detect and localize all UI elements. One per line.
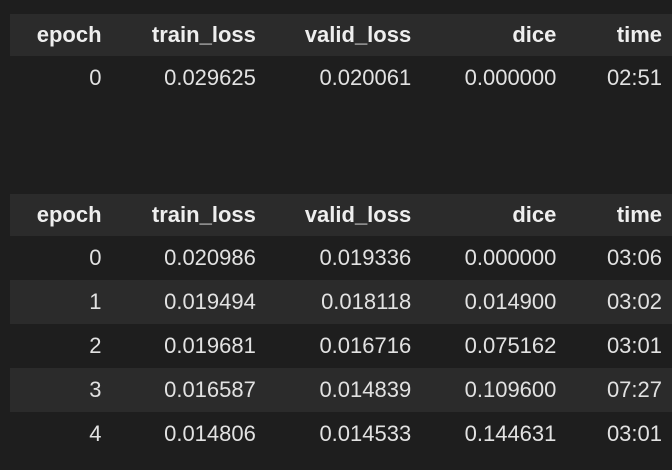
results-table: epoch train_loss valid_loss dice time 0 …: [10, 194, 672, 456]
cell-dice: 0.144631: [464, 421, 557, 446]
cell-train-loss: 0.014806: [164, 421, 256, 446]
training-results-table-1: epoch train_loss valid_loss dice time 0 …: [10, 14, 672, 100]
table-header-row: epoch train_loss valid_loss dice time: [10, 194, 672, 236]
cell-time: 03:01: [606, 421, 662, 446]
column-header-dice: dice: [512, 202, 557, 227]
cell-valid-loss: 0.014839: [319, 377, 412, 402]
table-row: 2 0.019681 0.016716 0.075162 03:01: [10, 324, 672, 368]
cell-epoch: 2: [89, 333, 102, 358]
cell-epoch: 4: [89, 421, 102, 446]
cell-time: 07:27: [606, 377, 662, 402]
cell-dice: 0.000000: [464, 65, 557, 90]
table-row: 3 0.016587 0.014839 0.109600 07:27: [10, 368, 672, 412]
cell-time: 03:01: [606, 333, 662, 358]
column-header-time: time: [616, 202, 662, 227]
cell-dice: 0.075162: [464, 333, 557, 358]
results-table: epoch train_loss valid_loss dice time 0 …: [10, 14, 672, 100]
cell-epoch: 0: [89, 65, 102, 90]
table-row: 0 0.029625 0.020061 0.000000 02:51: [10, 56, 672, 100]
table-header-row: epoch train_loss valid_loss dice time: [10, 14, 672, 56]
cell-dice: 0.014900: [464, 289, 557, 314]
cell-dice: 0.109600: [464, 377, 557, 402]
column-header-valid-loss: valid_loss: [304, 22, 412, 47]
column-header-train-loss: train_loss: [151, 202, 256, 227]
cell-valid-loss: 0.016716: [319, 333, 412, 358]
column-header-dice: dice: [512, 22, 557, 47]
table-row: 1 0.019494 0.018118 0.014900 03:02: [10, 280, 672, 324]
column-header-epoch: epoch: [36, 202, 102, 227]
cell-train-loss: 0.019494: [164, 289, 256, 314]
training-results-table-2: epoch train_loss valid_loss dice time 0 …: [10, 194, 672, 456]
cell-time: 03:02: [606, 289, 662, 314]
cell-train-loss: 0.016587: [164, 377, 256, 402]
cell-time: 02:51: [606, 65, 662, 90]
cell-train-loss: 0.029625: [164, 65, 256, 90]
cell-dice: 0.000000: [464, 245, 557, 270]
cell-valid-loss: 0.019336: [319, 245, 412, 270]
cell-epoch: 1: [89, 289, 102, 314]
table-row: 0 0.020986 0.019336 0.000000 03:06: [10, 236, 672, 280]
cell-train-loss: 0.019681: [164, 333, 256, 358]
table-row: 4 0.014806 0.014533 0.144631 03:01: [10, 412, 672, 456]
cell-valid-loss: 0.018118: [321, 289, 412, 314]
column-header-valid-loss: valid_loss: [304, 202, 412, 227]
cell-time: 03:06: [606, 245, 662, 270]
cell-epoch: 0: [89, 245, 102, 270]
column-header-epoch: epoch: [36, 22, 102, 47]
column-header-train-loss: train_loss: [151, 22, 256, 47]
cell-valid-loss: 0.020061: [319, 65, 412, 90]
cell-epoch: 3: [89, 377, 102, 402]
cell-train-loss: 0.020986: [164, 245, 256, 270]
cell-valid-loss: 0.014533: [319, 421, 412, 446]
column-header-time: time: [616, 22, 662, 47]
